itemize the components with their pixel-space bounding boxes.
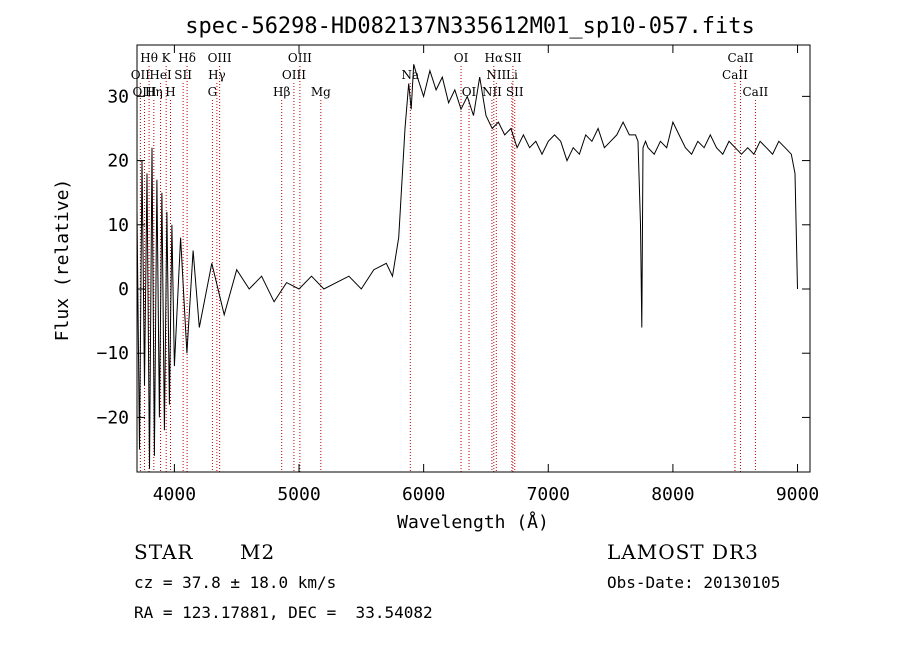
spectral-line-label: OIII — [288, 51, 312, 65]
spectral-line-label: CaII — [742, 85, 768, 99]
spectral-line-label: NII — [482, 85, 502, 99]
x-tick-label: 8000 — [651, 484, 694, 505]
spectral-line-label: Hγ — [208, 68, 226, 82]
x-tick-label: 6000 — [402, 484, 445, 505]
x-axis-label: Wavelength (Å) — [397, 511, 549, 533]
y-tick-label: 20 — [107, 151, 129, 172]
spectral-line-label: OIII — [282, 68, 306, 82]
spectrum-series-line — [136, 64, 798, 469]
survey-name: LAMOST DR3 — [607, 540, 759, 564]
spectral-line-label: SII — [504, 51, 522, 65]
x-tick-label: 4000 — [153, 484, 196, 505]
coordinates: RA = 123.17881, DEC = 33.54082 — [134, 603, 433, 622]
spectral-line-label: Hβ — [273, 85, 290, 99]
spectral-line-label: H — [165, 85, 175, 99]
spectral-line-label: Hδ — [178, 51, 196, 65]
y-tick-label: 0 — [118, 279, 129, 300]
spectral-line-label: HeI — [149, 68, 172, 82]
object-class: STAR — [134, 540, 194, 564]
spectral-line-label: OI — [462, 85, 477, 99]
spectral-line-label: OII — [131, 68, 151, 82]
observation-date: Obs-Date: 20130105 — [607, 573, 781, 592]
spectral-line-label: Hθ — [140, 51, 158, 65]
spectral-line-label: Li — [506, 68, 518, 82]
x-tick-label: 7000 — [527, 484, 570, 505]
line-markers: Hθ OII OIII K HeI Hη Hδ SII H OIII Hγ G OIII OIII Hβ Mg… — [131, 51, 769, 472]
spectral-line-label: Na — [401, 68, 419, 82]
spectral-line-label: CaII — [722, 68, 748, 82]
spectral-line-label: K — [162, 51, 172, 65]
spectral-line-label: Mg — [311, 85, 331, 99]
spectral-line-label: Hα — [485, 51, 504, 65]
plot-frame — [136, 44, 811, 473]
y-axis-label: Flux (relative) — [52, 179, 73, 342]
redshift-velocity: cz = 37.8 ± 18.0 km/s — [134, 573, 337, 592]
spectral-line-label: OIII — [208, 51, 232, 65]
spectral-line-label: OIII — [132, 85, 156, 99]
spectral-line-label: NII — [486, 68, 506, 82]
chart-title: spec-56298-HD082137N335612M01_sp10-057.f… — [185, 14, 755, 39]
x-axis-ticks: 4000 5000 6000 7000 8000 9000 — [153, 45, 819, 505]
spectral-line-label: Hη — [145, 85, 163, 99]
x-tick-label: 9000 — [776, 484, 819, 505]
y-axis-ticks: −20 −10 0 10 20 30 — [96, 86, 810, 428]
y-tick-label: 30 — [107, 86, 129, 107]
y-tick-label: −10 — [96, 343, 129, 364]
y-tick-label: −20 — [96, 407, 129, 428]
spectral-line-label: SII — [174, 68, 192, 82]
spectral-line-label: SII — [506, 85, 524, 99]
y-tick-label: 10 — [107, 215, 129, 236]
spectral-line-label: CaII — [728, 51, 754, 65]
x-tick-label: 5000 — [277, 484, 320, 505]
spectral-line-label: G — [208, 85, 218, 99]
spectral-line-label: OI — [454, 51, 469, 65]
object-subclass: M2 — [240, 540, 276, 564]
